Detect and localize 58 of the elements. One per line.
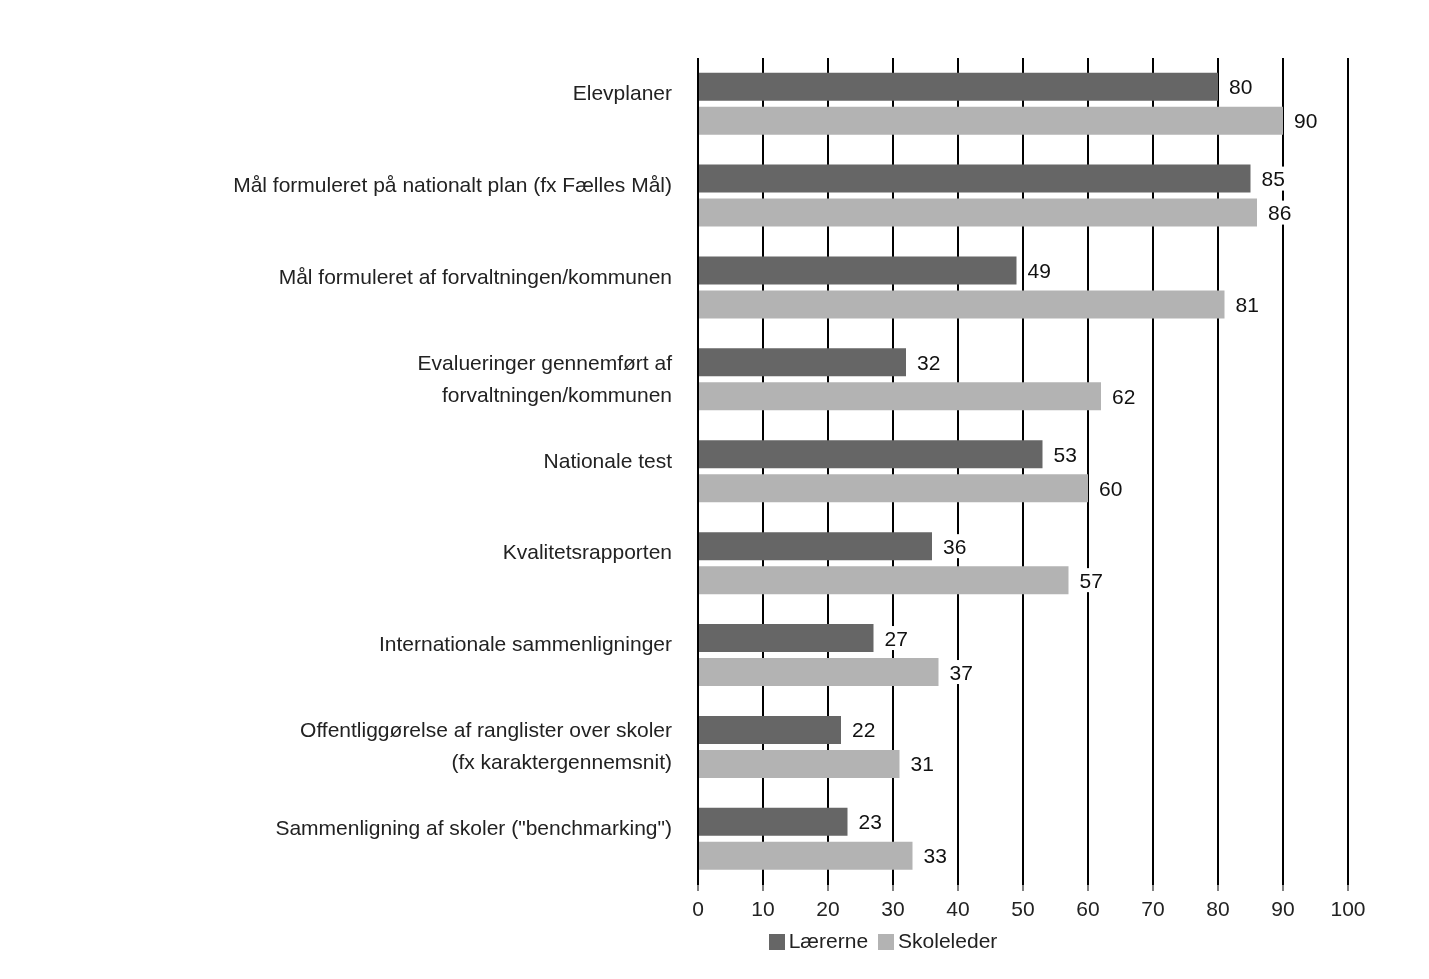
- x-tick-label: 0: [692, 896, 704, 920]
- data-label: 22: [852, 718, 876, 742]
- data-label: 32: [917, 350, 941, 374]
- x-tick-label: 90: [1271, 896, 1295, 920]
- bar: [698, 198, 1257, 227]
- data-label: 37: [949, 660, 973, 684]
- x-tick-label: 70: [1141, 896, 1165, 920]
- data-label: 31: [910, 752, 934, 776]
- data-label: 27: [884, 626, 908, 650]
- data-label: 81: [1235, 292, 1259, 316]
- bar: [698, 658, 939, 687]
- y-tick-label: Mål formuleret af forvaltningen/kommunen: [278, 264, 672, 288]
- x-tick-label: 40: [946, 896, 970, 920]
- legend-label: Skoleleder: [898, 929, 998, 952]
- bar: [698, 72, 1218, 101]
- data-label: 36: [943, 534, 967, 558]
- x-tick-label: 100: [1330, 896, 1366, 920]
- x-tick-label: 20: [816, 896, 840, 920]
- bar: [698, 749, 900, 778]
- bar: [698, 841, 913, 870]
- data-label: 80: [1229, 75, 1253, 99]
- bar: [698, 715, 841, 744]
- data-label: 90: [1294, 109, 1318, 133]
- bar: [698, 474, 1088, 503]
- y-tick-label: Sammenligning af skoler ("benchmarking"): [275, 815, 672, 839]
- bar: [698, 106, 1283, 135]
- bar: [698, 382, 1101, 411]
- data-label: 49: [1027, 258, 1051, 282]
- bar: [698, 164, 1251, 193]
- y-tick-label: Nationale test: [543, 448, 673, 471]
- y-tick-label: Internationale sammenligninger: [378, 631, 672, 655]
- data-label: 86: [1268, 201, 1292, 225]
- bar: [698, 624, 874, 653]
- x-tick-label: 10: [751, 896, 775, 920]
- x-tick-label: 30: [881, 896, 905, 920]
- data-label: 85: [1261, 167, 1285, 191]
- y-tick-label: Mål formuleret på nationalt plan (fx Fælles Mål): [233, 172, 672, 196]
- legend-label: Lærerne: [788, 929, 869, 952]
- x-tick-label: 80: [1206, 896, 1230, 920]
- bar: [698, 290, 1225, 319]
- bar: [698, 348, 906, 377]
- data-label: 60: [1099, 476, 1123, 500]
- data-label: 62: [1112, 384, 1136, 408]
- y-tick-label: Kvalitetsrapporten: [502, 539, 672, 563]
- bar: [698, 532, 932, 561]
- data-label: 23: [858, 810, 882, 834]
- bar: [698, 440, 1043, 469]
- y-tick-label: Evalueringer gennemført af forvaltningen/kommunen: [417, 350, 673, 406]
- bar: [698, 566, 1069, 595]
- x-tick-label: 60: [1076, 896, 1100, 920]
- data-label: 53: [1053, 442, 1077, 466]
- data-label: 33: [923, 844, 947, 868]
- bar: [698, 256, 1017, 285]
- y-tick-label: Offentliggørelse af ranglister over skoler (fx karaktergennemsnit): [300, 717, 672, 773]
- x-tick-label: 50: [1011, 896, 1035, 920]
- y-tick-label: Elevplaner: [572, 80, 672, 104]
- data-label: 57: [1079, 568, 1103, 592]
- bar: [698, 807, 848, 836]
